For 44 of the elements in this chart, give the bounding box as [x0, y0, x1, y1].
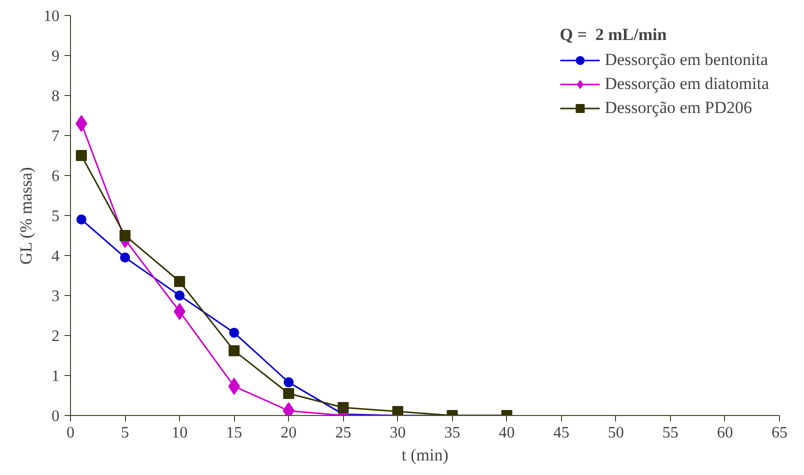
- point: [76, 214, 86, 224]
- y-tick-label: 2: [52, 328, 60, 345]
- x-tick-label: 60: [716, 424, 733, 442]
- point: [76, 150, 87, 161]
- point: [228, 345, 240, 356]
- point: [76, 115, 88, 132]
- point: [174, 303, 186, 320]
- y-tick-label: 0: [52, 408, 60, 425]
- y-tick-label: 6: [52, 168, 60, 185]
- y-axis-title: GL (% massa): [16, 167, 36, 265]
- point: [283, 388, 294, 399]
- x-tick-label: 40: [498, 424, 515, 442]
- x-tick-label: 5: [121, 424, 130, 442]
- x-tick-label: 30: [390, 424, 406, 442]
- x-tick-label: 55: [662, 424, 678, 442]
- x-tick-label: 25: [335, 424, 352, 442]
- x-tick-label: 35: [444, 424, 460, 442]
- point: [174, 276, 186, 287]
- point: [174, 290, 185, 300]
- x-tick-label: 45: [553, 424, 570, 442]
- point: [120, 230, 131, 241]
- y-tick-label: 8: [52, 88, 60, 105]
- legend-label: Dessorção em diatomita: [604, 74, 769, 94]
- point: [284, 377, 294, 388]
- y-tick-label: 1: [52, 368, 60, 385]
- x-tick-label: 0: [66, 424, 74, 442]
- x-tick-label: 65: [772, 424, 788, 442]
- y-tick-label: 3: [52, 288, 60, 305]
- y-tick-label: 4: [52, 248, 60, 265]
- y-tick-label: 5: [52, 208, 60, 225]
- legend-title: Q = 2 mL/min: [560, 25, 668, 45]
- x-tick-label: 20: [280, 424, 297, 442]
- x-axis-title: t (min): [402, 446, 448, 464]
- x-tick-label: 50: [608, 424, 624, 442]
- y-tick-label: 9: [52, 48, 60, 65]
- legend-label: Dessorção em bentonita: [604, 50, 768, 70]
- x-tick-label: 10: [172, 424, 188, 442]
- x-tick-label: 15: [226, 424, 242, 442]
- point: [120, 252, 130, 262]
- legend-label: Dessorção em PD206: [604, 98, 752, 118]
- point: [338, 402, 349, 413]
- y-tick-label: 10: [44, 8, 60, 25]
- point: [229, 328, 240, 338]
- y-tick-label: 7: [52, 128, 60, 145]
